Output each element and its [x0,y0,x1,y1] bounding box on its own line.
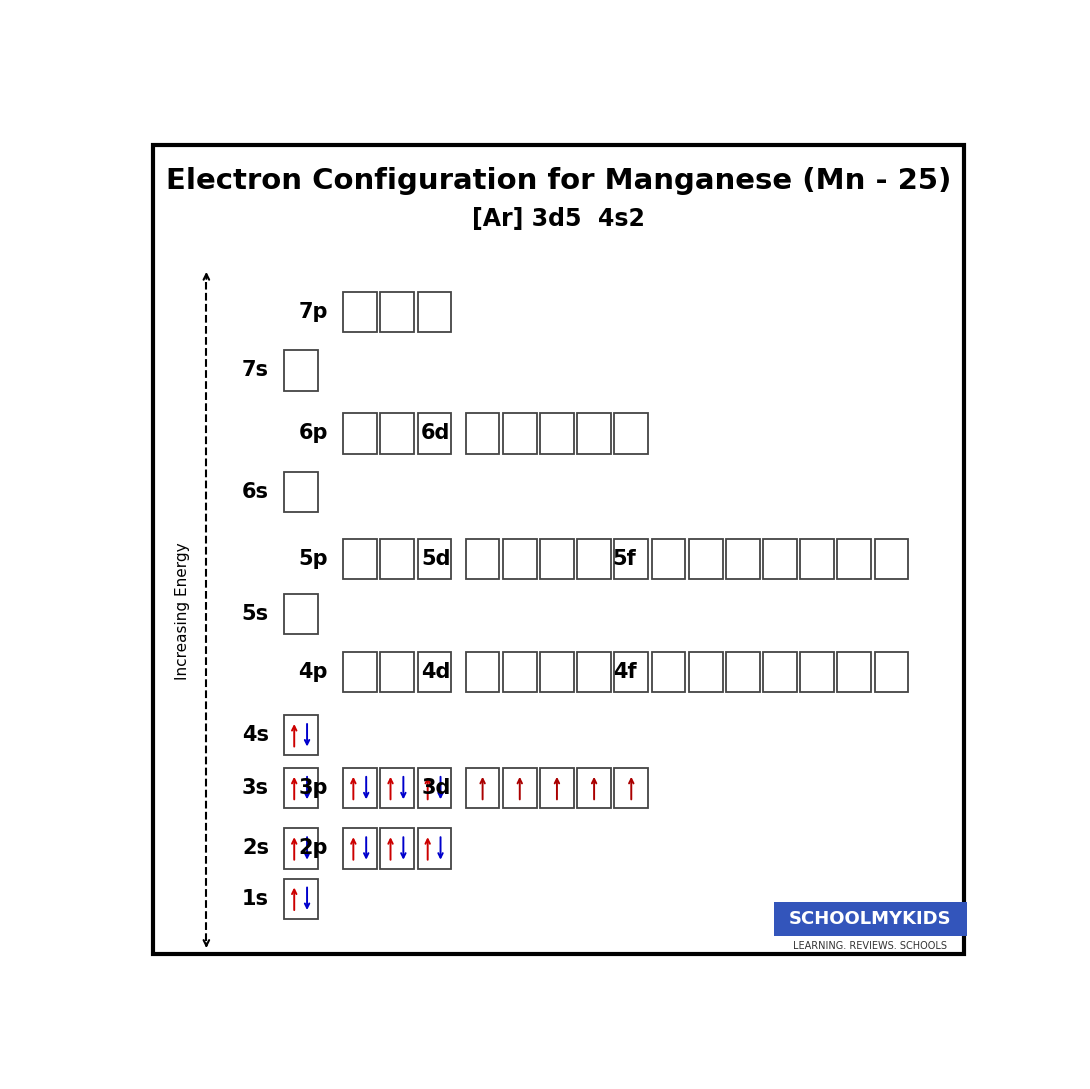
Bar [343,829,377,869]
Bar [689,539,723,579]
Text: 6d: 6d [421,424,450,443]
Text: Increasing Energy: Increasing Energy [175,542,191,680]
Bar [380,768,414,808]
Bar [874,539,908,579]
Bar [615,652,649,693]
Bar [540,539,573,579]
Bar [652,539,686,579]
Bar [800,652,834,693]
Bar [284,829,318,869]
Bar [343,652,377,693]
Bar [465,413,499,453]
Bar [380,652,414,693]
Text: LEARNING. REVIEWS. SCHOOLS: LEARNING. REVIEWS. SCHOOLS [794,941,947,951]
Text: 7p: 7p [299,302,328,322]
Bar [578,413,611,453]
Text: 6s: 6s [242,482,269,502]
Bar [343,539,377,579]
Bar [837,539,871,579]
Bar [417,539,451,579]
Bar [502,413,536,453]
Text: 7s: 7s [242,360,269,380]
Text: 4p: 4p [299,662,328,683]
Bar [540,652,573,693]
Bar [380,413,414,453]
Bar [578,652,611,693]
Bar [284,472,318,512]
Text: 4s: 4s [242,725,269,745]
Text: [Ar] 3d5  4s2: [Ar] 3d5 4s2 [472,207,645,231]
Bar [343,413,377,453]
Bar [284,351,318,391]
Bar [874,652,908,693]
Text: 3p: 3p [299,778,328,798]
Bar [837,652,871,693]
Bar [380,292,414,332]
Bar [417,768,451,808]
Bar [502,768,536,808]
Bar [284,715,318,756]
Bar [540,413,573,453]
Bar [284,594,318,634]
Bar [800,539,834,579]
Bar [343,292,377,332]
Text: 1s: 1s [242,889,269,909]
Bar [380,829,414,869]
Text: 5f: 5f [613,549,637,570]
Bar [502,652,536,693]
Bar [726,652,760,693]
Text: 5p: 5p [299,549,328,570]
Text: SCHOOLMYKIDS: SCHOOLMYKIDS [789,910,952,928]
Text: 2p: 2p [299,839,328,858]
Bar [763,539,797,579]
Bar [417,652,451,693]
Bar [689,652,723,693]
Text: 5s: 5s [242,603,269,624]
Bar [380,539,414,579]
Text: 4d: 4d [421,662,450,683]
Bar [578,539,611,579]
Text: 6p: 6p [299,424,328,443]
Bar [763,652,797,693]
Bar [417,292,451,332]
Bar [540,768,573,808]
Text: 3d: 3d [421,778,450,798]
Bar [652,652,686,693]
Bar [615,539,649,579]
Bar [578,768,611,808]
Text: 4f: 4f [613,662,637,683]
Text: 5d: 5d [421,549,450,570]
Bar [726,539,760,579]
Bar [615,413,649,453]
Bar [615,768,649,808]
Bar [774,902,967,935]
Bar [343,768,377,808]
Bar [502,539,536,579]
Bar [465,539,499,579]
Bar [284,768,318,808]
Text: Electron Configuration for Manganese (Mn - 25): Electron Configuration for Manganese (Mn… [166,167,952,195]
Bar [417,829,451,869]
Bar [417,413,451,453]
Bar [284,879,318,919]
Text: 3s: 3s [242,778,269,798]
Text: 2s: 2s [242,839,269,858]
Bar [465,652,499,693]
Bar [465,768,499,808]
